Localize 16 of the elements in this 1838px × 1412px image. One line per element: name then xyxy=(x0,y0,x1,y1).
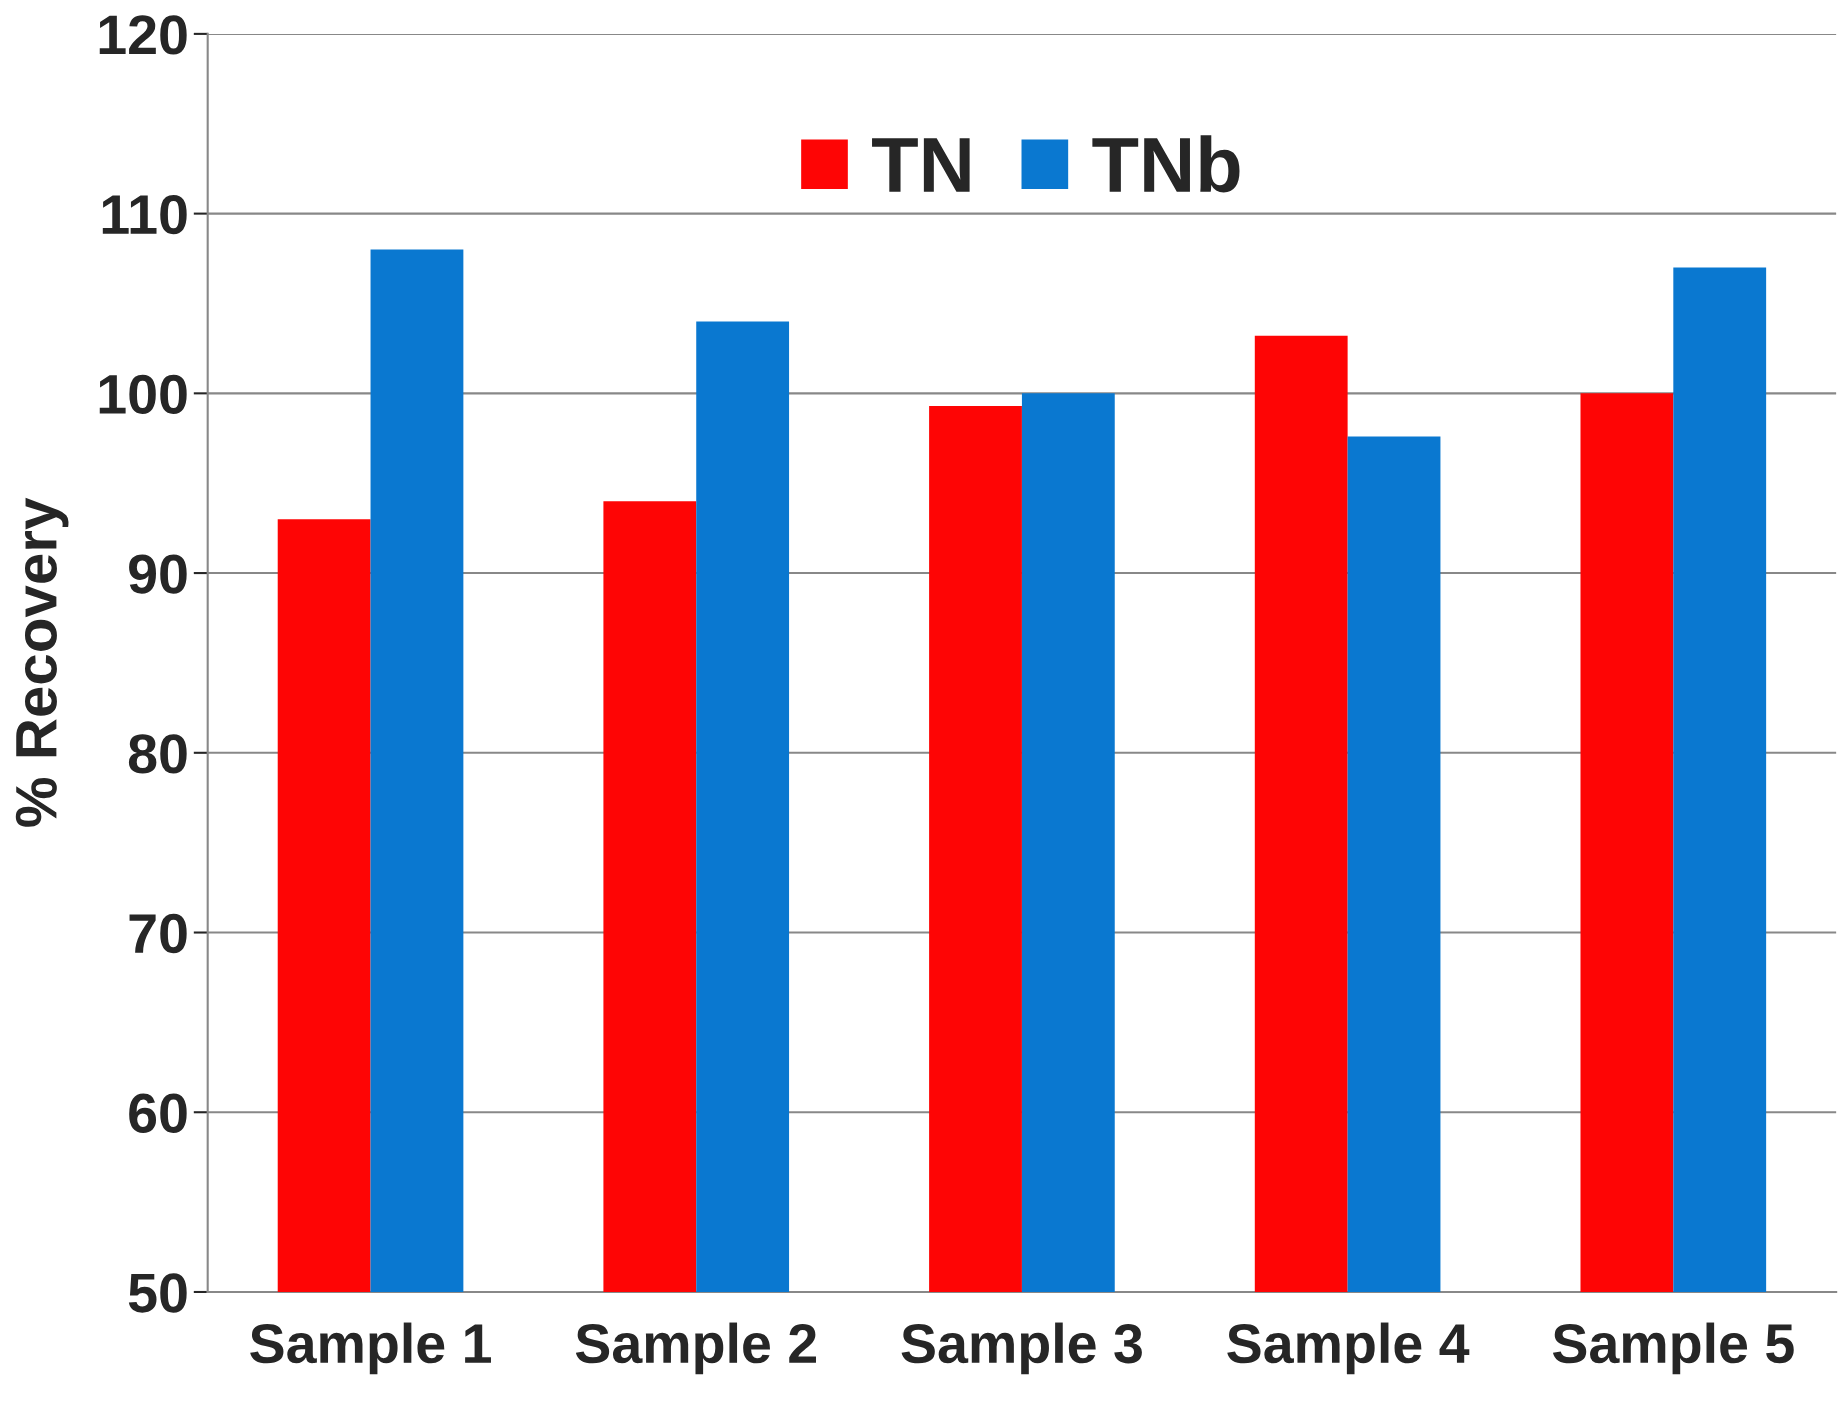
x-tick-label: Sample 5 xyxy=(1552,1322,1794,1375)
legend-label: TNb xyxy=(1092,135,1240,193)
x-tick-label: Sample 3 xyxy=(901,1322,1142,1375)
y-tick-label: 110 xyxy=(102,194,187,235)
x-tick-label: Sample 4 xyxy=(1227,1322,1470,1375)
y-tick-label: 100 xyxy=(99,374,187,415)
y-tick-label: 80 xyxy=(128,734,187,774)
y-tick-label: 50 xyxy=(128,1273,187,1313)
y-tick-label: 120 xyxy=(99,15,187,55)
y-tick-label: 90 xyxy=(129,554,187,594)
x-tick-label: Sample 2 xyxy=(575,1322,816,1375)
y-axis-title: % Recovery xyxy=(15,497,69,827)
x-tick-label: Sample 1 xyxy=(250,1322,491,1375)
legend-label: TN xyxy=(872,138,970,192)
y-tick-label: 70 xyxy=(129,913,187,954)
y-tick-label: 60 xyxy=(129,1093,187,1133)
